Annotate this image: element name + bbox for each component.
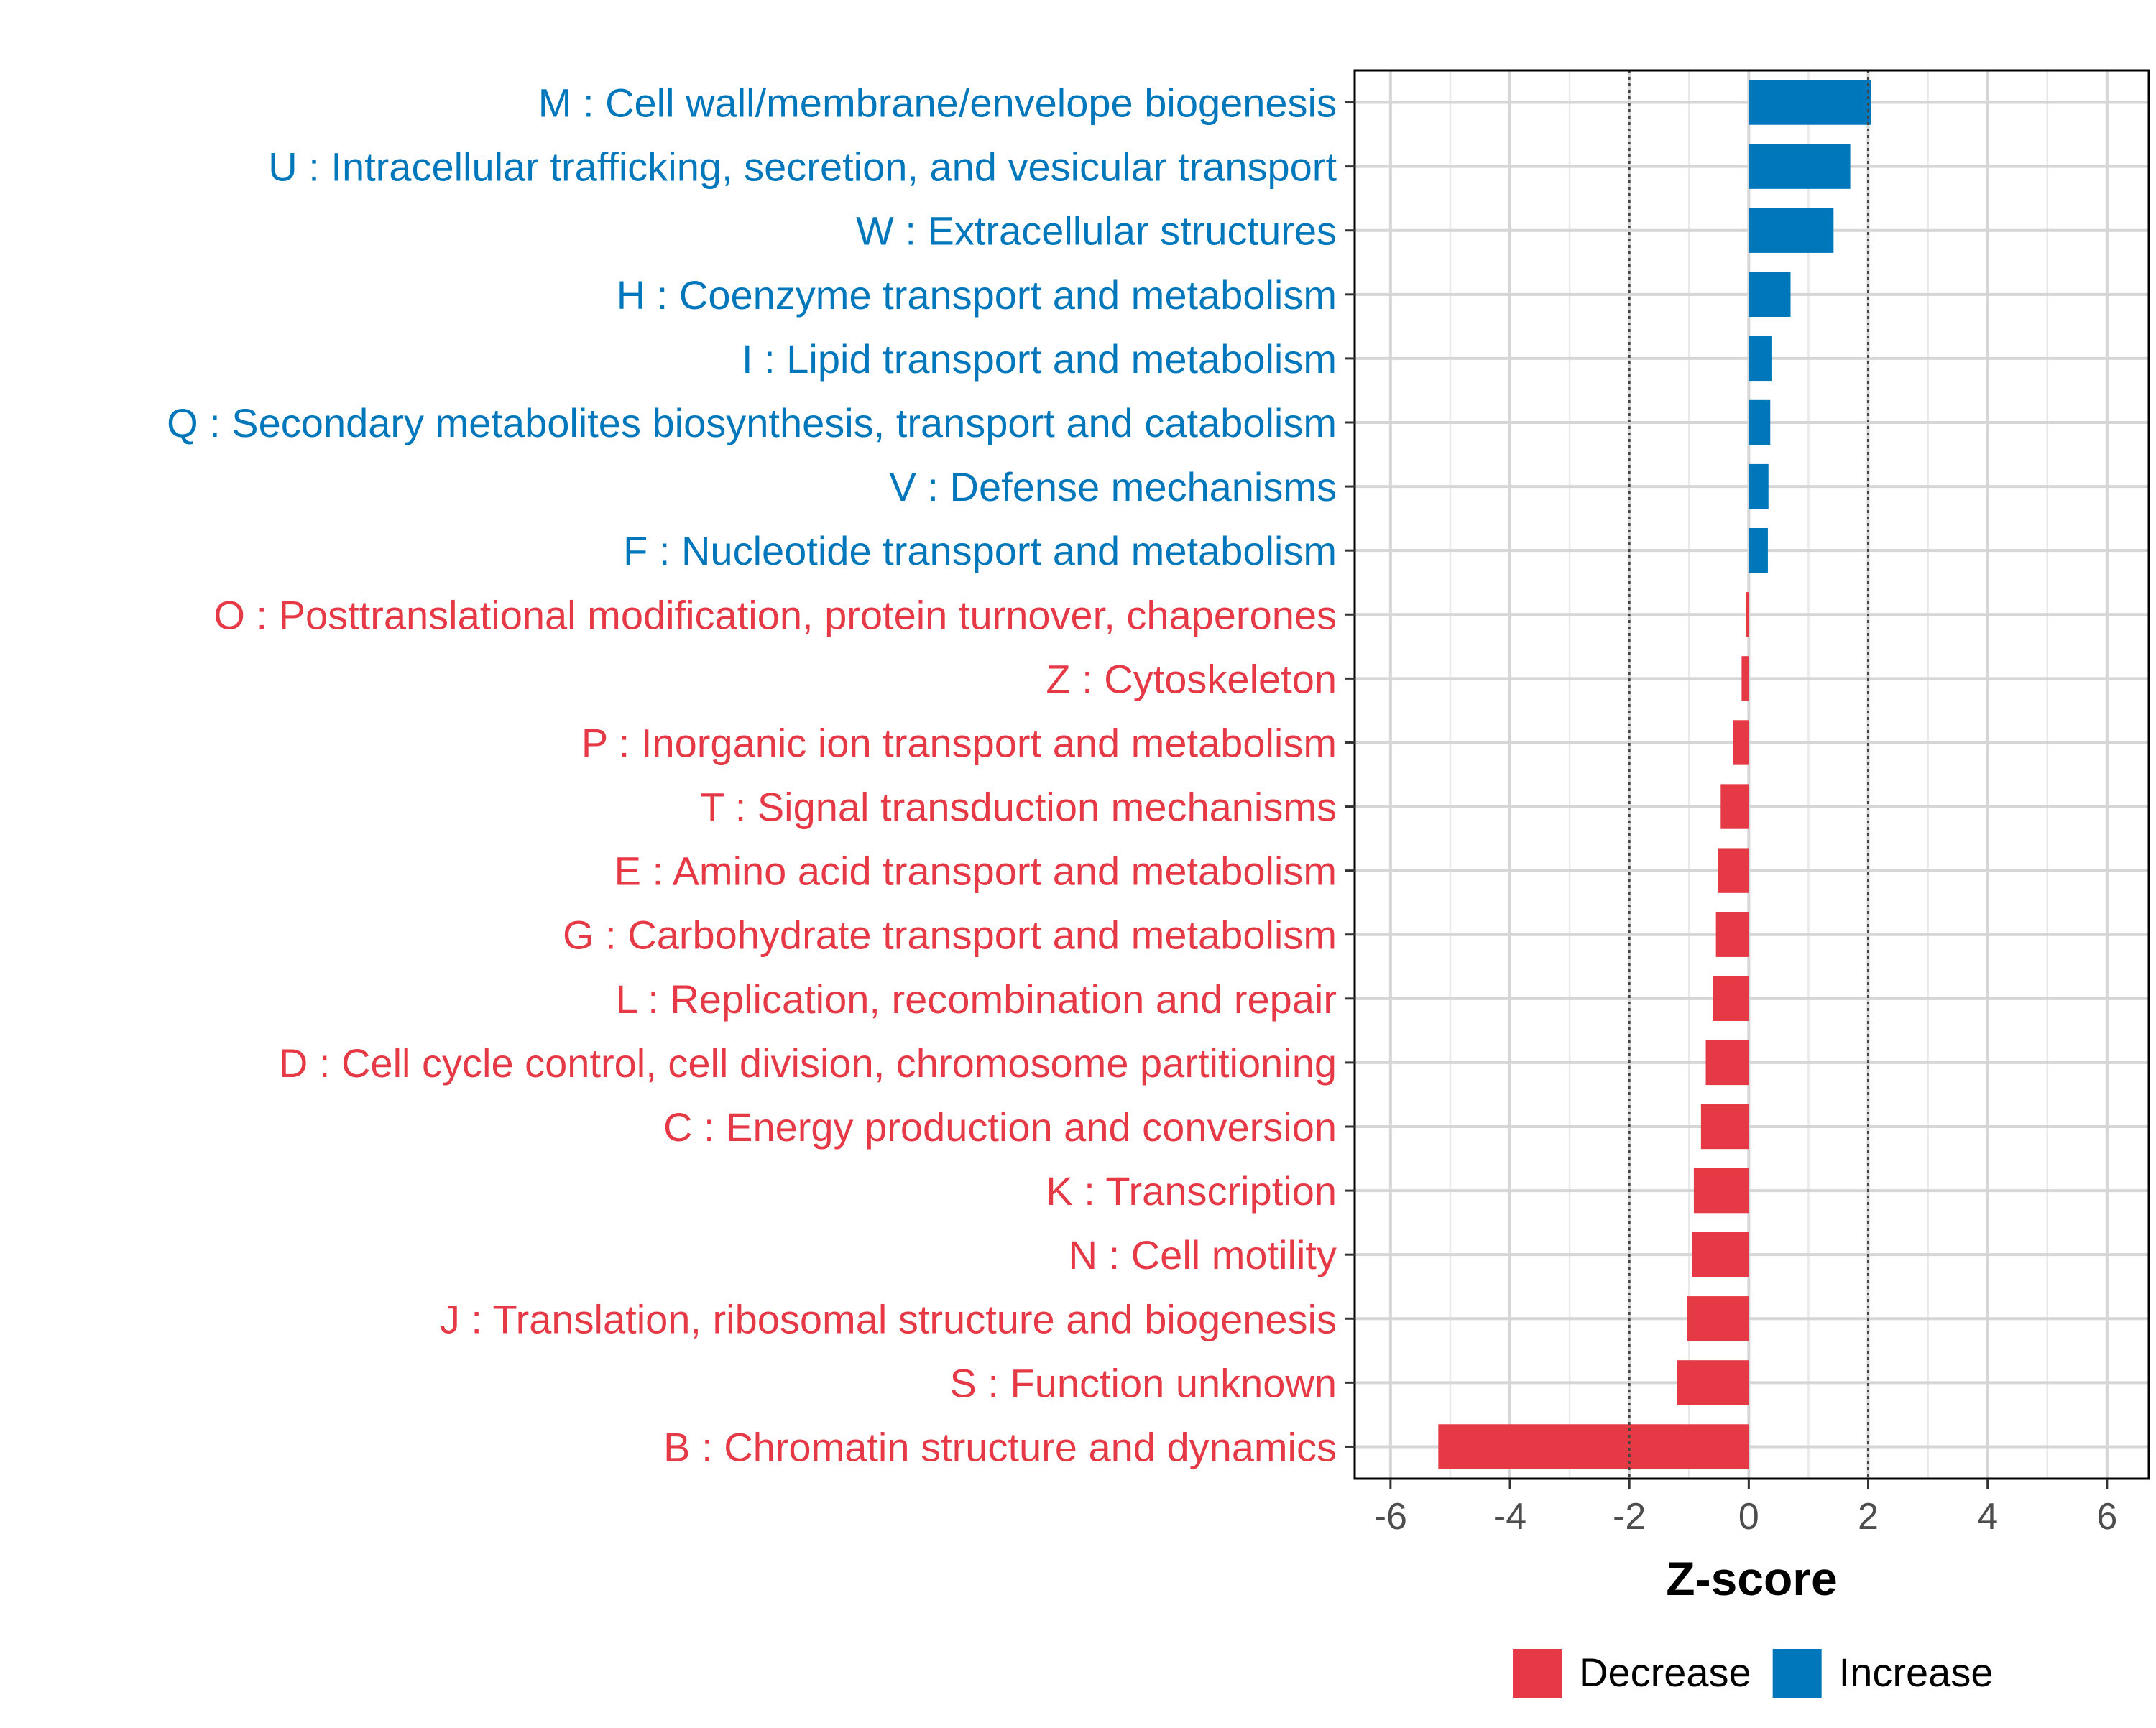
category-label: V : Defense mechanisms — [890, 464, 1337, 509]
category-label: Q : Secondary metabolites biosynthesis, … — [167, 400, 1337, 445]
bar-h — [1749, 272, 1791, 317]
category-label: W : Extracellular structures — [856, 208, 1337, 254]
bar-c — [1700, 1104, 1749, 1150]
bar-k — [1693, 1168, 1749, 1214]
category-label: T : Signal transduction mechanisms — [700, 785, 1337, 830]
bar-t — [1720, 784, 1749, 829]
x-tick-label: -2 — [1613, 1496, 1646, 1538]
legend-label-increase: Increase — [1839, 1650, 1994, 1695]
bar-m — [1749, 80, 1871, 125]
bar-b — [1438, 1424, 1749, 1469]
x-tick-label: 2 — [1858, 1496, 1879, 1538]
x-tick-label: 4 — [1977, 1496, 1998, 1538]
category-label: C : Energy production and conversion — [663, 1104, 1337, 1150]
reference-line-layer — [1628, 70, 1870, 1479]
bar-v — [1749, 463, 1769, 509]
category-label: J : Translation, ribosomal structure and… — [440, 1296, 1337, 1341]
x-tick-layer: -6 -4 -2 0 2 4 6 — [1374, 1479, 2117, 1538]
legend-swatch-increase — [1772, 1649, 1822, 1698]
panel-border — [1353, 69, 2150, 1480]
x-tick-label: -6 — [1374, 1496, 1407, 1538]
bar-q — [1749, 399, 1771, 445]
x-axis-title: Z-score — [1666, 1552, 1837, 1605]
bar-w — [1749, 208, 1834, 253]
bar-f — [1749, 528, 1768, 573]
category-label: O : Posttranslational modification, prot… — [213, 592, 1337, 637]
x-tick-label: -4 — [1493, 1496, 1526, 1538]
category-label: N : Cell motility — [1069, 1232, 1337, 1277]
bar-s — [1677, 1360, 1749, 1405]
bar-u — [1749, 144, 1851, 189]
bar-i — [1749, 336, 1772, 382]
category-label: E : Amino acid transport and metabolism — [614, 849, 1337, 894]
bar-e — [1718, 848, 1749, 893]
bar-j — [1687, 1296, 1749, 1341]
category-label: M : Cell wall/membrane/envelope biogenes… — [538, 80, 1337, 126]
x-tick-label: 0 — [1738, 1496, 1759, 1538]
category-label: P : Inorganic ion transport and metaboli… — [581, 720, 1337, 765]
category-label: D : Cell cycle control, cell division, c… — [279, 1040, 1337, 1086]
category-label: F : Nucleotide transport and metabolism — [623, 528, 1337, 573]
bar-o — [1746, 592, 1749, 637]
category-label: G : Carbohydrate transport and metabolis… — [563, 912, 1337, 958]
bar-layer — [1438, 80, 1871, 1469]
category-label: Z : Cytoskeleton — [1046, 656, 1337, 701]
y-tick-layer: M : Cell wall/membrane/envelope biogenes… — [167, 80, 1355, 1469]
bar-n — [1692, 1232, 1749, 1277]
legend-swatch-decrease — [1513, 1649, 1562, 1698]
category-label: I : Lipid transport and metabolism — [742, 336, 1337, 382]
bar-g — [1715, 912, 1749, 957]
bar-l — [1713, 976, 1749, 1021]
category-label: L : Replication, recombination and repai… — [616, 976, 1337, 1022]
x-tick-label: 6 — [2096, 1496, 2117, 1538]
category-label: B : Chromatin structure and dynamics — [663, 1424, 1337, 1469]
legend-label-decrease: Decrease — [1579, 1650, 1751, 1695]
category-label: U : Intracellular trafficking, secretion… — [268, 144, 1337, 190]
category-label: K : Transcription — [1046, 1168, 1337, 1214]
legend: Decrease Increase — [1513, 1649, 1993, 1698]
category-label: H : Coenzyme transport and metabolism — [617, 272, 1337, 318]
bar-d — [1705, 1040, 1749, 1086]
bar-p — [1733, 720, 1749, 765]
category-label: S : Function unknown — [949, 1360, 1337, 1405]
bar-z — [1741, 656, 1749, 701]
